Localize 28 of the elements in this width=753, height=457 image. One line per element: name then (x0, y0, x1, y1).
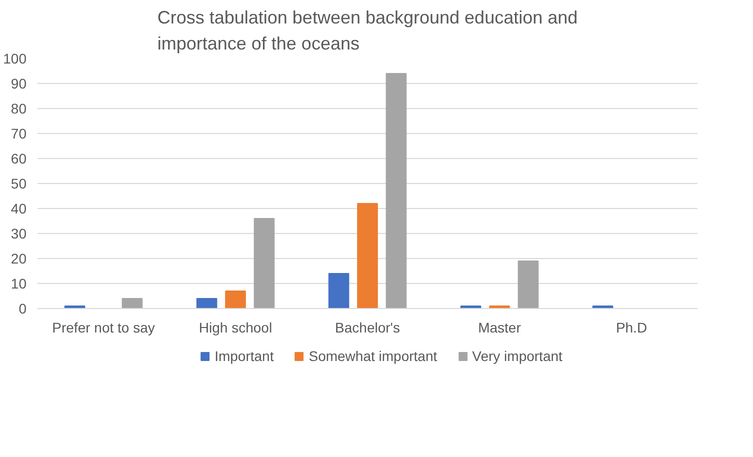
chart-title: Cross tabulation between background education and importance of the oceans (157, 8, 578, 54)
y-tick-label: 40 (10, 200, 27, 216)
bar (122, 298, 143, 308)
legend-label: Very important (472, 348, 562, 364)
bar (196, 298, 218, 308)
bar (254, 218, 275, 308)
bar (328, 273, 350, 308)
x-tick-label: Master (478, 320, 522, 336)
legend-label: Somewhat important (308, 348, 438, 364)
y-tick-label: 90 (10, 76, 27, 92)
x-tick-label: Ph.D (616, 320, 648, 336)
y-tick-label: 10 (10, 276, 27, 292)
x-tick-label: Bachelor's (335, 320, 400, 336)
bar (225, 290, 246, 308)
y-tick-label: 80 (10, 100, 27, 116)
y-tick-label: 50 (10, 176, 27, 192)
y-tick-label: 20 (10, 250, 27, 266)
y-tick-label: 100 (3, 50, 27, 66)
x-tick-label: High school (198, 320, 272, 336)
y-tick-label: 60 (10, 150, 27, 166)
bar (386, 73, 407, 308)
x-tick-label: Prefer not to say (52, 320, 155, 336)
y-tick-label: 0 (18, 300, 27, 316)
y-tick-label: 30 (10, 226, 27, 242)
legend-label: Important (214, 348, 274, 364)
bar (357, 203, 378, 308)
y-tick-label: 70 (10, 126, 27, 142)
bar (518, 260, 539, 308)
